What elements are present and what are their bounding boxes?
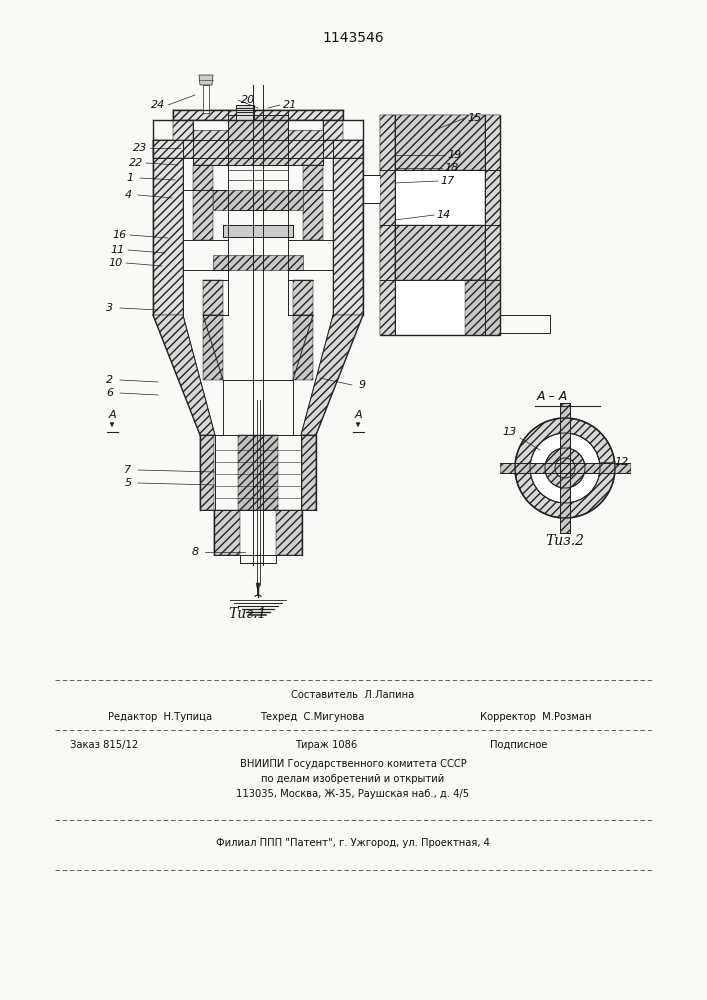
Polygon shape — [293, 315, 313, 380]
Text: Техред  С.Мигунова: Техред С.Мигунова — [260, 712, 364, 722]
Text: Тираж 1086: Тираж 1086 — [295, 740, 357, 750]
Text: 20: 20 — [241, 95, 255, 105]
Text: ВНИИПИ Государственного комитета СССР: ВНИИПИ Государственного комитета СССР — [240, 759, 467, 769]
Text: Редактор  Н.Тупица: Редактор Н.Тупица — [108, 712, 212, 722]
Bar — [380, 115, 500, 335]
Bar — [236, 108, 254, 112]
Text: Τиг.1: Τиг.1 — [229, 607, 267, 621]
Text: 3: 3 — [107, 303, 114, 313]
Text: Подписное: Подписное — [490, 740, 547, 750]
Text: 8: 8 — [192, 547, 199, 557]
Text: 17: 17 — [441, 176, 455, 186]
Bar — [223, 225, 293, 237]
Circle shape — [562, 465, 568, 471]
Polygon shape — [203, 315, 223, 380]
Text: 9: 9 — [358, 380, 366, 390]
Text: A – A: A – A — [537, 390, 568, 403]
Polygon shape — [302, 435, 316, 510]
Polygon shape — [153, 140, 183, 315]
Polygon shape — [200, 435, 214, 510]
Polygon shape — [199, 75, 213, 85]
Text: 16: 16 — [113, 230, 127, 240]
Text: 24: 24 — [151, 100, 165, 110]
Text: 6: 6 — [107, 388, 114, 398]
Circle shape — [530, 433, 600, 503]
Text: Заказ 815/12: Заказ 815/12 — [70, 740, 139, 750]
Polygon shape — [153, 315, 215, 435]
Bar — [203, 85, 209, 113]
Text: 13: 13 — [503, 427, 517, 437]
Bar — [380, 115, 395, 335]
Polygon shape — [256, 583, 260, 593]
Polygon shape — [333, 140, 363, 315]
Bar — [500, 463, 630, 473]
Polygon shape — [193, 165, 213, 240]
Polygon shape — [228, 115, 288, 165]
Text: 22: 22 — [129, 158, 143, 168]
Text: 113035, Москва, Ж‑35, Раушская наб., д. 4/5: 113035, Москва, Ж‑35, Раушская наб., д. … — [236, 789, 469, 799]
Bar — [465, 280, 500, 335]
Text: 4: 4 — [124, 190, 132, 200]
Text: 11: 11 — [111, 245, 125, 255]
Bar — [240, 555, 276, 563]
Text: A: A — [354, 410, 362, 420]
Text: 1143546: 1143546 — [322, 31, 384, 45]
Text: 15: 15 — [468, 113, 482, 123]
Text: 2: 2 — [107, 375, 114, 385]
Text: 21: 21 — [283, 100, 297, 110]
Polygon shape — [193, 130, 228, 165]
Polygon shape — [301, 315, 363, 435]
Text: по делам изобретений и открытий: по делам изобретений и открытий — [262, 774, 445, 784]
Circle shape — [545, 448, 585, 488]
Bar — [363, 175, 380, 203]
Polygon shape — [203, 280, 223, 315]
Polygon shape — [214, 510, 240, 555]
Bar — [395, 115, 485, 170]
Polygon shape — [213, 255, 303, 270]
Text: 5: 5 — [124, 478, 132, 488]
Polygon shape — [173, 110, 343, 120]
Polygon shape — [276, 510, 302, 555]
Text: 10: 10 — [109, 258, 123, 268]
Polygon shape — [293, 280, 313, 315]
Text: 7: 7 — [124, 465, 132, 475]
Circle shape — [515, 418, 615, 518]
Bar — [236, 105, 254, 120]
Polygon shape — [153, 140, 363, 158]
Text: 1: 1 — [127, 173, 134, 183]
Bar — [395, 225, 485, 280]
Text: A: A — [108, 410, 116, 420]
Polygon shape — [238, 435, 278, 510]
Text: Корректор  М.Розман: Корректор М.Розман — [480, 712, 592, 722]
Text: 18: 18 — [445, 163, 459, 173]
Text: Составитель  Л.Лапина: Составитель Л.Лапина — [291, 690, 414, 700]
Text: Τиз.2: Τиз.2 — [546, 534, 585, 548]
Text: 12: 12 — [615, 457, 629, 467]
Bar — [560, 403, 570, 533]
Polygon shape — [173, 120, 193, 140]
Text: Филиал ППП "Патент", г. Ужгород, ул. Проектная, 4: Филиал ППП "Патент", г. Ужгород, ул. Про… — [216, 838, 490, 848]
Text: 14: 14 — [437, 210, 451, 220]
Polygon shape — [303, 165, 323, 240]
Polygon shape — [323, 120, 343, 140]
Circle shape — [555, 458, 575, 478]
Text: 19: 19 — [448, 150, 462, 160]
Text: 23: 23 — [133, 143, 147, 153]
Polygon shape — [213, 190, 303, 210]
Polygon shape — [288, 130, 323, 165]
Bar — [485, 115, 500, 335]
